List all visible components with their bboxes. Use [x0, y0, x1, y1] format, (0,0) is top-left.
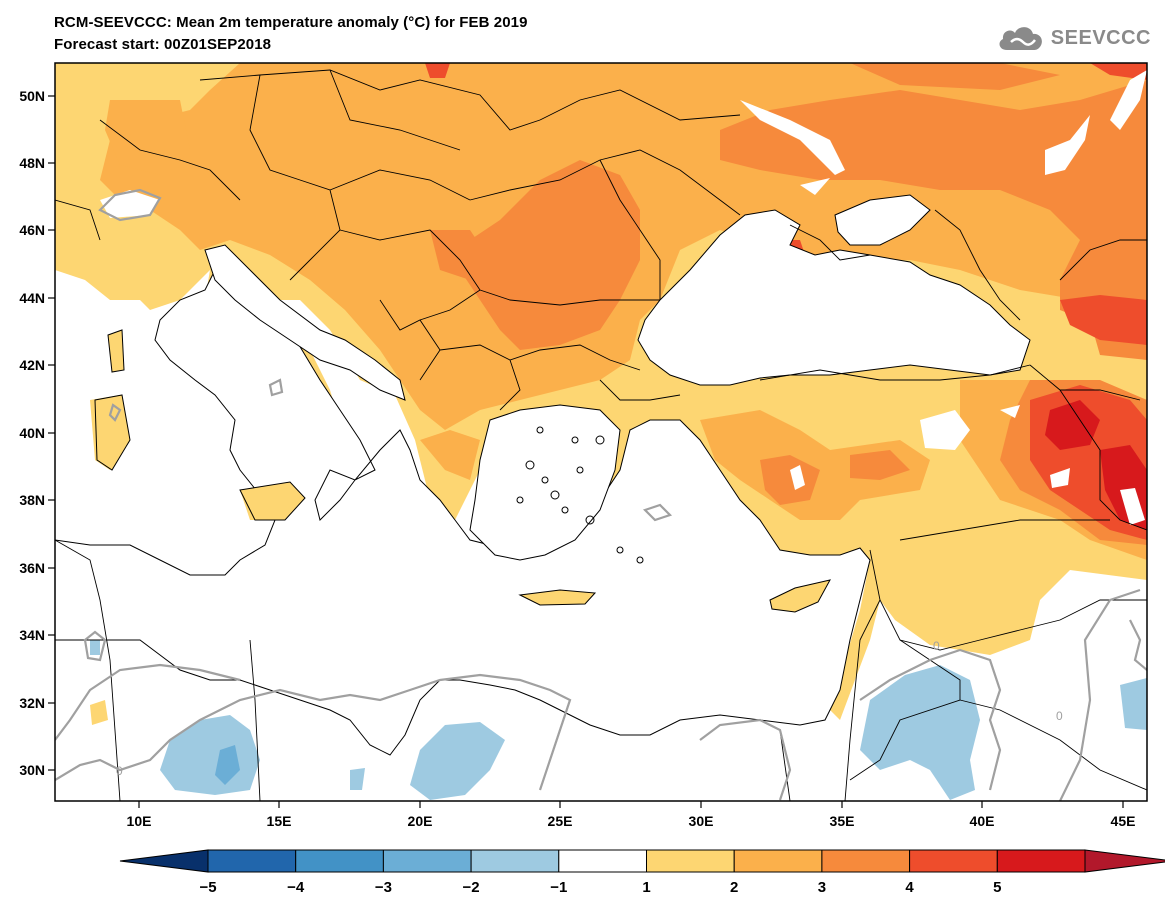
map-frame	[54, 62, 1148, 802]
lon-label: 40E	[970, 813, 995, 829]
forecast-start-label: Forecast start: 00Z01SEP2018	[54, 36, 272, 53]
colorbar-arrow-low	[119, 849, 209, 873]
lon-label: 45E	[1111, 813, 1136, 829]
logo-text: SEEVCCC	[1050, 26, 1151, 49]
lat-label: 36N	[19, 560, 45, 576]
lat-label: 46N	[19, 222, 45, 238]
country-borders	[55, 69, 1147, 801]
lon-label: 15E	[267, 813, 292, 829]
colorbar-segment	[558, 849, 647, 873]
colorbar-segment	[733, 849, 823, 873]
colorbar-segment	[207, 849, 297, 873]
lon-axis	[138, 801, 1124, 808]
contour-label: 0	[116, 764, 123, 778]
colorbar-segment	[470, 849, 560, 873]
lat-label: 42N	[19, 357, 45, 373]
colorbar-label: −4	[287, 879, 305, 896]
contour-label: 0	[1056, 709, 1063, 723]
colorbar-label: −5	[199, 879, 216, 896]
colorbar-segment	[909, 849, 998, 873]
lon-label: 10E	[127, 813, 152, 829]
lon-label: 30E	[689, 813, 714, 829]
lon-label: 25E	[548, 813, 573, 829]
lat-label: 32N	[19, 695, 45, 711]
colorbar-label: 5	[993, 879, 1001, 896]
black-sea	[637, 209, 1031, 386]
anomaly-zone-3to4	[460, 160, 640, 350]
zero-contours	[55, 188, 1147, 801]
cloud-icon	[999, 27, 1042, 50]
colorbar-label: 1	[642, 879, 650, 896]
colorbar-label: −3	[375, 879, 392, 896]
map-field: 0 0 0	[55, 63, 1147, 801]
lat-label: 34N	[19, 627, 45, 643]
map-title: RCM-SEEVCCC: Mean 2m temperature anomaly…	[54, 14, 528, 31]
lat-label: 40N	[19, 425, 45, 441]
colorbar-segment	[821, 849, 911, 873]
lat-axis	[48, 95, 55, 771]
lat-label: 30N	[19, 762, 45, 778]
lat-label: 48N	[19, 155, 45, 171]
colorbar-label: 3	[818, 879, 826, 896]
colorbar: −5 −4 −3 −2 −1 1 2 3 4 5	[119, 849, 1165, 896]
lat-label: 44N	[19, 290, 45, 306]
colorbar-segment	[646, 849, 735, 873]
colorbar-label: 4	[905, 879, 914, 896]
seevccc-logo: SEEVCCC	[995, 22, 1151, 54]
lon-label: 35E	[830, 813, 855, 829]
colorbar-label: −1	[550, 879, 567, 896]
lat-label: 50N	[19, 88, 45, 104]
colorbar-arrow-high	[1084, 849, 1165, 873]
colorbar-label: −2	[463, 879, 480, 896]
colorbar-segment	[295, 849, 384, 873]
colorbar-label: 2	[730, 879, 738, 896]
contour-label: 0	[933, 639, 940, 653]
mediterranean-sea	[55, 269, 871, 756]
lon-label: 20E	[408, 813, 433, 829]
colorbar-segment	[996, 849, 1086, 873]
lat-label: 38N	[19, 492, 45, 508]
colorbar-segment	[382, 849, 472, 873]
